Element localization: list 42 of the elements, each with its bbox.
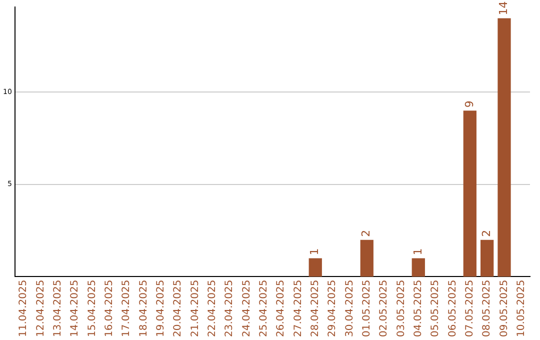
x-tick-label: 27.04.2025: [292, 280, 304, 338]
data-label: 9: [462, 100, 476, 108]
x-tick-label: 13.04.2025: [52, 280, 64, 338]
x-tick-label: 23.04.2025: [224, 280, 236, 338]
x-tick-label: 07.05.2025: [464, 280, 476, 338]
data-label: 2: [480, 230, 493, 237]
bar: [412, 258, 425, 277]
x-tick-label: 03.05.2025: [396, 280, 407, 338]
x-tick-label: 26.04.2025: [276, 280, 287, 338]
x-tick-label: 09.05.2025: [498, 280, 510, 338]
x-tick-label: 04.05.2025: [412, 280, 424, 338]
x-tick-label: 21.04.2025: [190, 280, 201, 338]
data-label: 1: [308, 248, 322, 256]
x-tick-label: 05.05.2025: [430, 280, 442, 338]
x-tick-label: 02.05.2025: [378, 280, 390, 338]
x-tick-label: 22.04.2025: [206, 280, 218, 338]
data-label: 14: [497, 1, 510, 16]
bar: [480, 240, 494, 277]
x-tick-label: 08.05.2025: [482, 280, 493, 338]
data-label: 1: [411, 248, 424, 256]
x-tick-label: 28.04.2025: [310, 280, 321, 338]
x-tick-label: 10.05.2025: [516, 280, 528, 338]
x-tick-label: 17.04.2025: [121, 280, 132, 338]
x-tick-label: 11.04.2025: [18, 280, 30, 338]
x-tick-label: 24.04.2025: [241, 280, 252, 338]
x-tick-label: 18.04.2025: [138, 280, 150, 338]
x-tick-label: 19.04.2025: [155, 280, 166, 338]
x-tick-label: 25.04.2025: [258, 280, 270, 338]
x-tick-label: 14.04.2025: [70, 280, 81, 338]
data-label: 2: [360, 230, 373, 237]
x-tick-label: 12.04.2025: [35, 280, 46, 338]
x-tick-label: 06.05.2025: [447, 280, 458, 338]
x-tick-label: 30.04.2025: [344, 280, 356, 338]
bar: [498, 18, 511, 277]
bar: [360, 240, 374, 277]
bar: [463, 110, 476, 277]
bar: [308, 258, 322, 277]
x-tick-label: 01.05.2025: [361, 280, 372, 338]
x-tick-label: 16.04.2025: [104, 280, 115, 338]
x-tick-label: 15.04.2025: [86, 280, 98, 338]
x-tick-label: 29.04.2025: [327, 280, 338, 338]
x-tick-label: 20.04.2025: [172, 280, 184, 338]
